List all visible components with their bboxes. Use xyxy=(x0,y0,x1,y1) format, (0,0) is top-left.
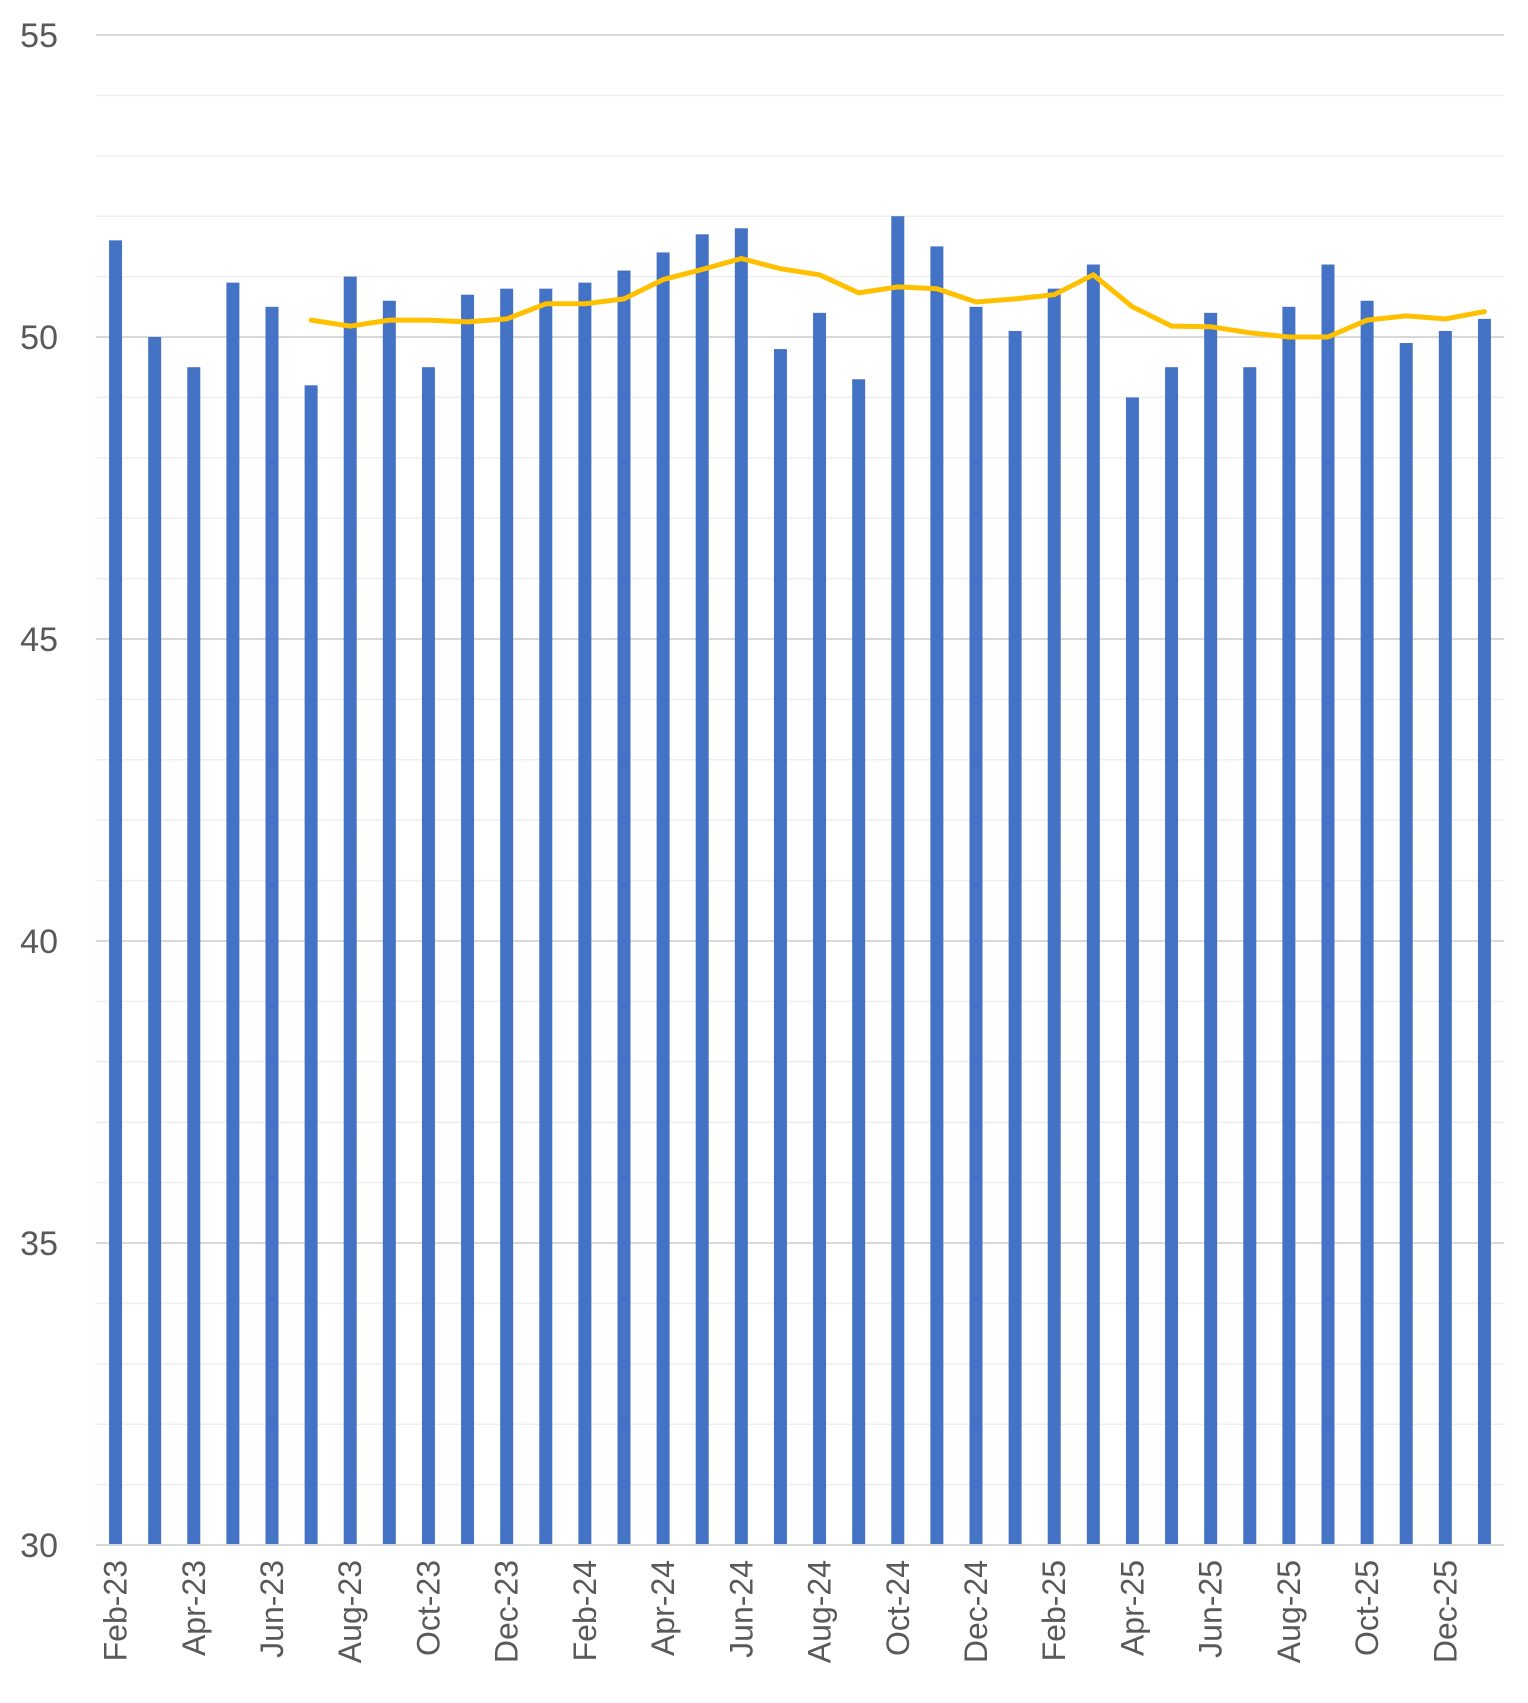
line-series xyxy=(308,256,1487,340)
bar xyxy=(930,246,944,1545)
x-tick-label: Apr-25 xyxy=(1114,1560,1150,1656)
bar xyxy=(187,367,201,1546)
y-tick-label: 40 xyxy=(20,923,58,961)
bar xyxy=(969,306,983,1545)
y-tick-label: 45 xyxy=(20,621,58,659)
gridlines xyxy=(96,34,1504,1486)
x-tick-label: Dec-24 xyxy=(958,1560,994,1663)
x-tick-label: Feb-23 xyxy=(98,1560,134,1661)
bar xyxy=(382,300,396,1545)
bar xyxy=(617,270,631,1545)
bar xyxy=(1360,300,1374,1545)
y-tick-label: 55 xyxy=(20,17,58,55)
bar xyxy=(1165,367,1179,1546)
bar xyxy=(1321,264,1335,1545)
x-tick-label: Apr-24 xyxy=(645,1560,681,1656)
y-axis-tick-labels: 30 35 40 45 50 55 xyxy=(20,17,58,1565)
x-tick-label: Dec-23 xyxy=(489,1560,525,1663)
bar xyxy=(539,288,553,1546)
bar xyxy=(891,216,905,1546)
bar xyxy=(734,228,748,1545)
bar xyxy=(461,294,475,1546)
x-axis-tick-labels: Feb-23 Apr-23 Jun-23 Aug-23 Oct-23 Dec-23 Feb-… xyxy=(98,1560,1464,1663)
x-tick-label: Oct-25 xyxy=(1349,1560,1385,1656)
bar xyxy=(343,276,357,1546)
bar xyxy=(226,282,240,1545)
y-tick-label: 30 xyxy=(20,1527,58,1565)
bar xyxy=(148,337,162,1545)
bar xyxy=(852,379,866,1545)
x-tick-label: Feb-24 xyxy=(567,1560,603,1661)
x-tick-label: Oct-24 xyxy=(880,1560,916,1656)
bar xyxy=(695,234,709,1545)
x-tick-label: Feb-25 xyxy=(1036,1560,1072,1661)
x-tick-label: Aug-25 xyxy=(1271,1560,1307,1663)
bar xyxy=(1477,318,1491,1545)
bar xyxy=(421,367,435,1546)
bar-series xyxy=(109,216,1491,1546)
x-tick-label: Jun-25 xyxy=(1193,1560,1229,1658)
bar xyxy=(1282,306,1296,1545)
bar xyxy=(813,312,827,1546)
bar xyxy=(1243,367,1257,1546)
x-tick-label: Dec-25 xyxy=(1427,1560,1463,1663)
x-tick-label: Aug-23 xyxy=(332,1560,368,1663)
bar xyxy=(1399,343,1413,1545)
y-tick-label: 35 xyxy=(20,1225,58,1263)
bar xyxy=(578,282,592,1545)
bar xyxy=(304,385,318,1545)
bar xyxy=(265,306,279,1545)
bar xyxy=(1125,397,1139,1545)
bar xyxy=(1438,330,1452,1546)
x-tick-label: Jun-24 xyxy=(723,1560,759,1658)
bar xyxy=(500,288,514,1546)
bar xyxy=(1204,312,1218,1546)
bar xyxy=(656,252,670,1546)
bar xyxy=(773,349,787,1546)
trend-line xyxy=(308,256,1487,340)
y-tick-label: 50 xyxy=(20,319,58,357)
x-tick-label: Jun-23 xyxy=(254,1560,290,1658)
bar xyxy=(1086,264,1100,1545)
x-tick-label: Aug-24 xyxy=(802,1560,838,1663)
bar xyxy=(109,240,123,1546)
bar xyxy=(1047,288,1061,1546)
x-tick-label: Oct-23 xyxy=(410,1560,446,1656)
x-tick-label: Apr-23 xyxy=(176,1560,212,1656)
bar xyxy=(1008,330,1022,1546)
